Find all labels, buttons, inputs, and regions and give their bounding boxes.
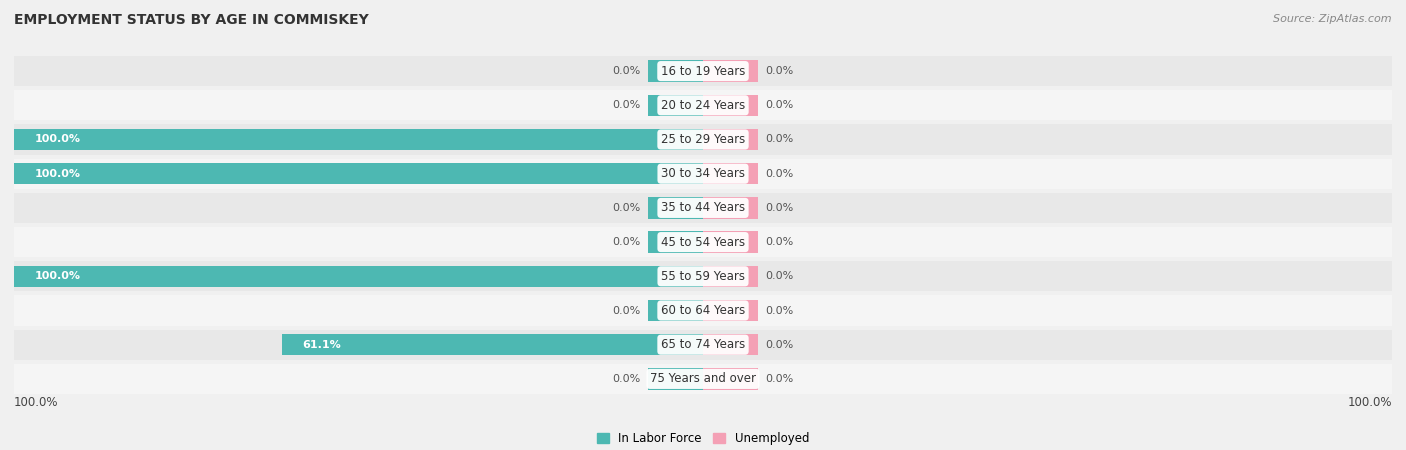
Text: 0.0%: 0.0% <box>765 374 793 384</box>
Text: 0.0%: 0.0% <box>613 100 641 110</box>
Text: 100.0%: 100.0% <box>35 135 80 144</box>
Bar <box>14 364 1392 394</box>
Bar <box>14 90 1392 120</box>
Text: 45 to 54 Years: 45 to 54 Years <box>661 236 745 248</box>
Bar <box>648 368 703 390</box>
Bar <box>648 300 703 321</box>
Bar <box>648 197 703 219</box>
Text: 100.0%: 100.0% <box>35 169 80 179</box>
Bar <box>14 129 703 150</box>
Text: 0.0%: 0.0% <box>613 203 641 213</box>
Text: 61.1%: 61.1% <box>302 340 342 350</box>
Bar <box>14 330 1392 360</box>
Text: 65 to 74 Years: 65 to 74 Years <box>661 338 745 351</box>
Bar <box>14 261 1392 291</box>
Text: 0.0%: 0.0% <box>613 306 641 315</box>
Text: 100.0%: 100.0% <box>14 396 59 409</box>
Text: 0.0%: 0.0% <box>765 169 793 179</box>
Bar <box>648 231 703 253</box>
Bar <box>648 94 703 116</box>
Text: 0.0%: 0.0% <box>613 237 641 247</box>
Bar <box>703 334 758 356</box>
Text: 100.0%: 100.0% <box>35 271 80 281</box>
Bar <box>14 193 1392 223</box>
Text: 25 to 29 Years: 25 to 29 Years <box>661 133 745 146</box>
Bar <box>703 300 758 321</box>
Bar <box>283 334 703 356</box>
Bar <box>14 227 1392 257</box>
Bar <box>703 231 758 253</box>
Bar <box>648 60 703 82</box>
Text: 55 to 59 Years: 55 to 59 Years <box>661 270 745 283</box>
Text: 0.0%: 0.0% <box>765 271 793 281</box>
Text: 20 to 24 Years: 20 to 24 Years <box>661 99 745 112</box>
Bar <box>14 266 703 287</box>
Text: 0.0%: 0.0% <box>765 306 793 315</box>
Text: 0.0%: 0.0% <box>765 135 793 144</box>
Text: 75 Years and over: 75 Years and over <box>650 373 756 385</box>
Legend: In Labor Force, Unemployed: In Labor Force, Unemployed <box>598 432 808 445</box>
Text: 100.0%: 100.0% <box>1347 396 1392 409</box>
Text: 0.0%: 0.0% <box>765 203 793 213</box>
Text: 0.0%: 0.0% <box>613 66 641 76</box>
Text: 0.0%: 0.0% <box>765 66 793 76</box>
Text: 0.0%: 0.0% <box>613 374 641 384</box>
Bar <box>14 296 1392 325</box>
Bar <box>703 368 758 390</box>
Bar <box>14 163 703 184</box>
Bar <box>703 266 758 287</box>
Text: 0.0%: 0.0% <box>765 100 793 110</box>
Text: 30 to 34 Years: 30 to 34 Years <box>661 167 745 180</box>
Bar <box>703 129 758 150</box>
Text: Source: ZipAtlas.com: Source: ZipAtlas.com <box>1274 14 1392 23</box>
Text: 0.0%: 0.0% <box>765 340 793 350</box>
Bar <box>703 60 758 82</box>
Bar <box>703 94 758 116</box>
Text: 16 to 19 Years: 16 to 19 Years <box>661 65 745 77</box>
Text: 35 to 44 Years: 35 to 44 Years <box>661 202 745 214</box>
Bar <box>703 197 758 219</box>
Bar <box>14 159 1392 189</box>
Bar <box>14 125 1392 154</box>
Text: EMPLOYMENT STATUS BY AGE IN COMMISKEY: EMPLOYMENT STATUS BY AGE IN COMMISKEY <box>14 14 368 27</box>
Bar <box>703 163 758 184</box>
Bar <box>14 56 1392 86</box>
Text: 60 to 64 Years: 60 to 64 Years <box>661 304 745 317</box>
Text: 0.0%: 0.0% <box>765 237 793 247</box>
